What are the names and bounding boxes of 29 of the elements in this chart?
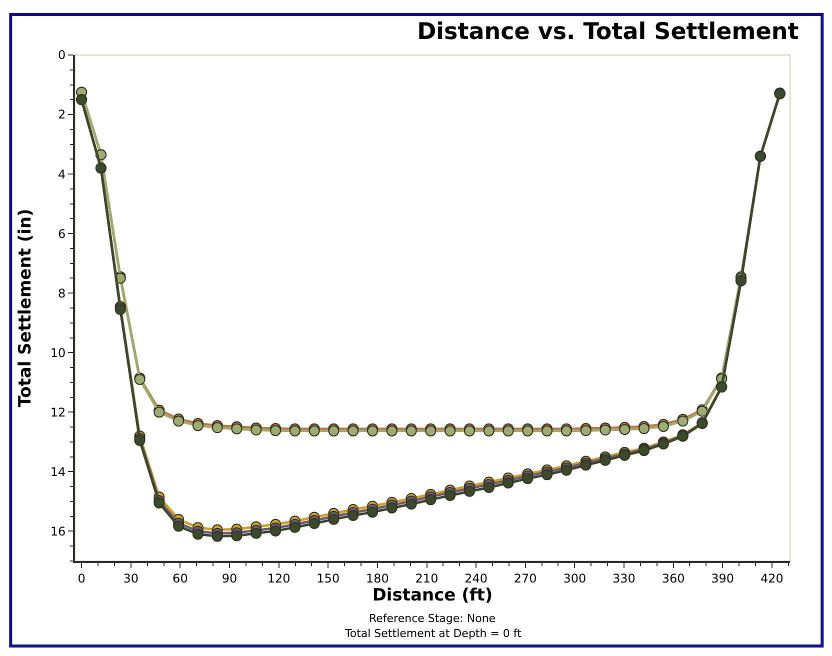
text: Total Settlement at Depth = 0 ft [344,627,522,640]
chart-title: Distance vs. Total Settlement [417,19,799,46]
x-tick-label: 330 [612,571,636,586]
x-tick-label: 360 [662,571,685,586]
y-tick-label: 14 [50,464,66,479]
y-tick-label: 4 [58,167,66,182]
x-tick-label: 60 [172,571,188,586]
x-tick-label: 300 [563,571,586,586]
text: Reference Stage: None [369,612,496,625]
y-tick-label: 16 [50,524,66,538]
y-tick-label: 6 [58,226,66,241]
y-tick-label: 12 [50,405,66,420]
y-tick-label: 2 [58,108,66,122]
x-tick-label: 270 [514,571,537,586]
x-tick-label: 150 [316,571,340,586]
x-tick-label: 240 [464,571,488,586]
x-tick-label: 180 [366,571,389,586]
x-tick-label: 120 [267,571,290,586]
x-axis-title: Distance (ft) [372,585,493,606]
x-tick-label: 90 [222,571,238,586]
x-tick-label: 210 [415,571,438,586]
y-tick-label: 10 [50,346,66,360]
x-tick-label: 0 [78,571,86,586]
y-axis-title: Total Settlement (in) [15,208,36,408]
x-tick-label: 30 [123,571,139,586]
x-tick-label: 390 [711,571,734,586]
y-tick-label: 0 [58,48,66,62]
y-tick-label: 8 [58,286,66,300]
x-tick-label: 420 [760,571,784,586]
